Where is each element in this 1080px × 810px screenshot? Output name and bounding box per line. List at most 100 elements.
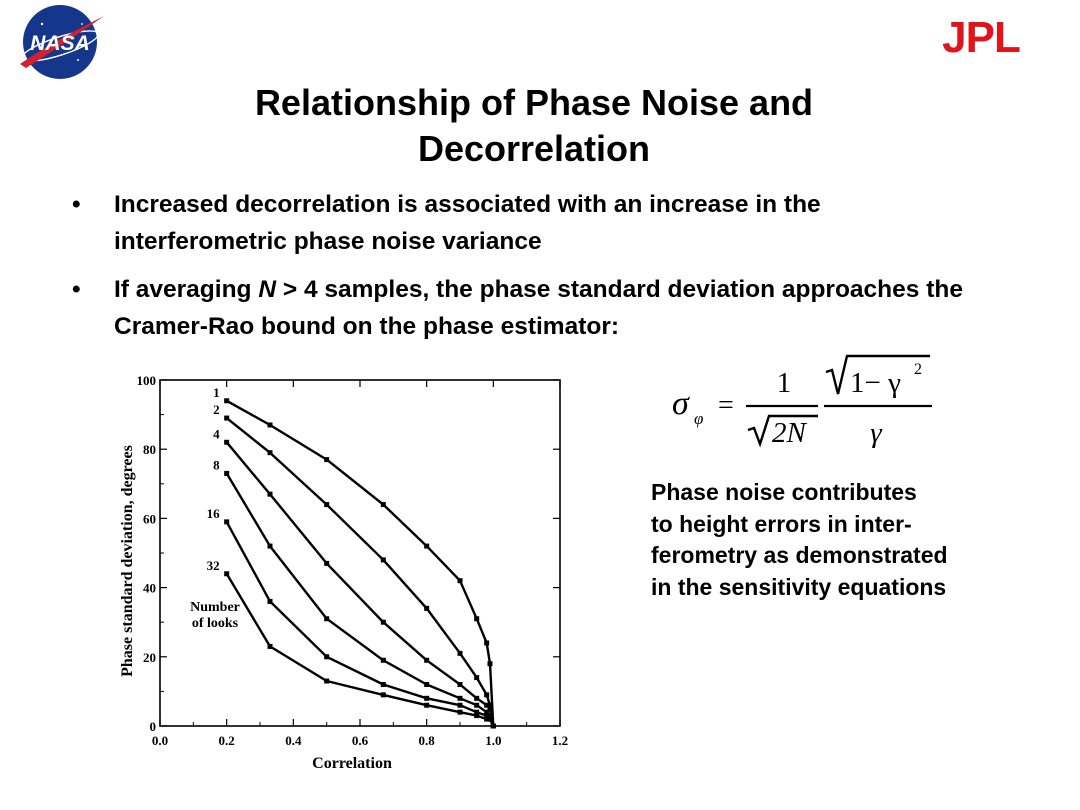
data-point [380,619,386,625]
data-point [487,661,493,667]
data-point [224,415,230,421]
data-point [380,692,386,698]
data-point [224,470,230,476]
data-point [224,519,230,525]
data-point [224,439,230,445]
data-point [424,702,430,708]
x-tick-label: 0.0 [152,733,168,748]
x-tick-label: 1.2 [552,733,568,748]
data-point [457,578,463,584]
jpl-logo: JPL [942,14,1021,58]
data-point [484,713,490,719]
bullet-item: • Increased decorrelation is associated … [72,186,994,260]
data-point [324,654,330,660]
formula-denominator-1: 2N [772,417,808,449]
data-point [487,706,493,712]
y-tick-label: 0 [150,719,157,734]
data-point [380,657,386,663]
series-label: 4 [213,426,220,441]
data-point [474,695,480,701]
series-line [226,399,495,727]
data-point [474,709,480,715]
data-point [424,657,430,663]
cramer-rao-formula: σ φ = 1 2N 1− γ 2 γ [672,354,932,449]
data-point [457,681,463,687]
data-point [474,713,480,719]
data-point [267,422,273,428]
page-title: Relationship of Phase Noise and Decorrel… [254,82,814,169]
bullet-marker: • [72,191,81,218]
x-tick-label: 0.6 [352,733,369,748]
y-tick-label: 60 [143,511,156,526]
series-label: 1 [213,385,220,400]
bullet-text: Increased decorrelation is associated wi… [114,191,821,255]
formula-sqrt-2 [825,354,930,395]
data-point [380,502,386,508]
x-axis-label: Correlation [312,755,392,772]
data-point [267,450,273,456]
jpl-logo-text: JPL [942,14,1020,58]
series-label: 2 [213,402,220,417]
data-point [484,716,490,722]
formula-numerator-2: 1− γ [850,367,901,399]
data-point [457,709,463,715]
formula-denominator-2: γ [870,417,883,449]
data-point [324,616,330,622]
data-point [484,640,490,646]
data-point [490,723,496,729]
bullet-text-post: > 4 samples, the phase standard deviatio… [114,276,963,340]
y-axis-label: Phase standard deviation, degrees [119,445,136,677]
formula-sigma-subscript: φ [694,409,703,428]
data-point [380,557,386,563]
y-tick-label: 100 [137,373,157,388]
nasa-logo: NASA [20,5,104,79]
data-point [424,681,430,687]
data-point [474,702,480,708]
formula-sqrt-1 [747,414,818,448]
series-2-looks: 2 [213,402,496,729]
data-point [457,702,463,708]
x-tick-label: 0.8 [419,733,436,748]
phase-noise-chart: 0.0 0.2 0.4 0.6 0.8 1.0 1.2 0 20 40 60 80 100 Correla… [119,373,568,772]
data-point [487,702,493,708]
phase-noise-note: Phase noise contributes to height errors… [651,479,948,600]
bullet-text-pre: If averaging [114,276,259,303]
y-tick-label: 20 [143,650,156,665]
series-label: 16 [207,506,221,521]
bullet-marker: • [72,276,81,303]
data-point [424,695,430,701]
data-point [324,457,330,463]
nasa-logo-text: NASA [30,32,90,55]
data-point [267,543,273,549]
data-point [324,678,330,684]
data-point [380,681,386,687]
y-tick-label: 40 [143,581,156,596]
data-point [484,702,490,708]
data-point [267,643,273,649]
series-label: 32 [207,558,220,573]
data-point [324,560,330,566]
data-point [424,605,430,611]
x-tick-label: 0.2 [219,733,235,748]
data-point [487,716,493,722]
x-tick-label: 0.4 [285,733,302,748]
formula-equals: = [718,390,734,421]
legend-title: Number of looks [190,600,240,631]
data-point [267,491,273,497]
data-point [224,571,230,577]
series-label: 8 [213,457,220,472]
formula-numerator-2-superscript: 2 [914,361,922,378]
data-point [324,502,330,508]
data-point [487,713,493,719]
data-point [224,398,230,404]
formula-sigma: σ [672,385,690,422]
data-point [457,695,463,701]
legend-title-line: of looks [192,616,239,631]
bullet-item: • If averaging N > 4 samples, the phase … [72,271,994,345]
data-point [457,650,463,656]
data-point [424,543,430,549]
data-point [484,709,490,715]
bullet-variable: N [258,276,277,303]
y-tick-label: 80 [143,442,156,457]
series-1-looks: 1 [213,385,496,729]
